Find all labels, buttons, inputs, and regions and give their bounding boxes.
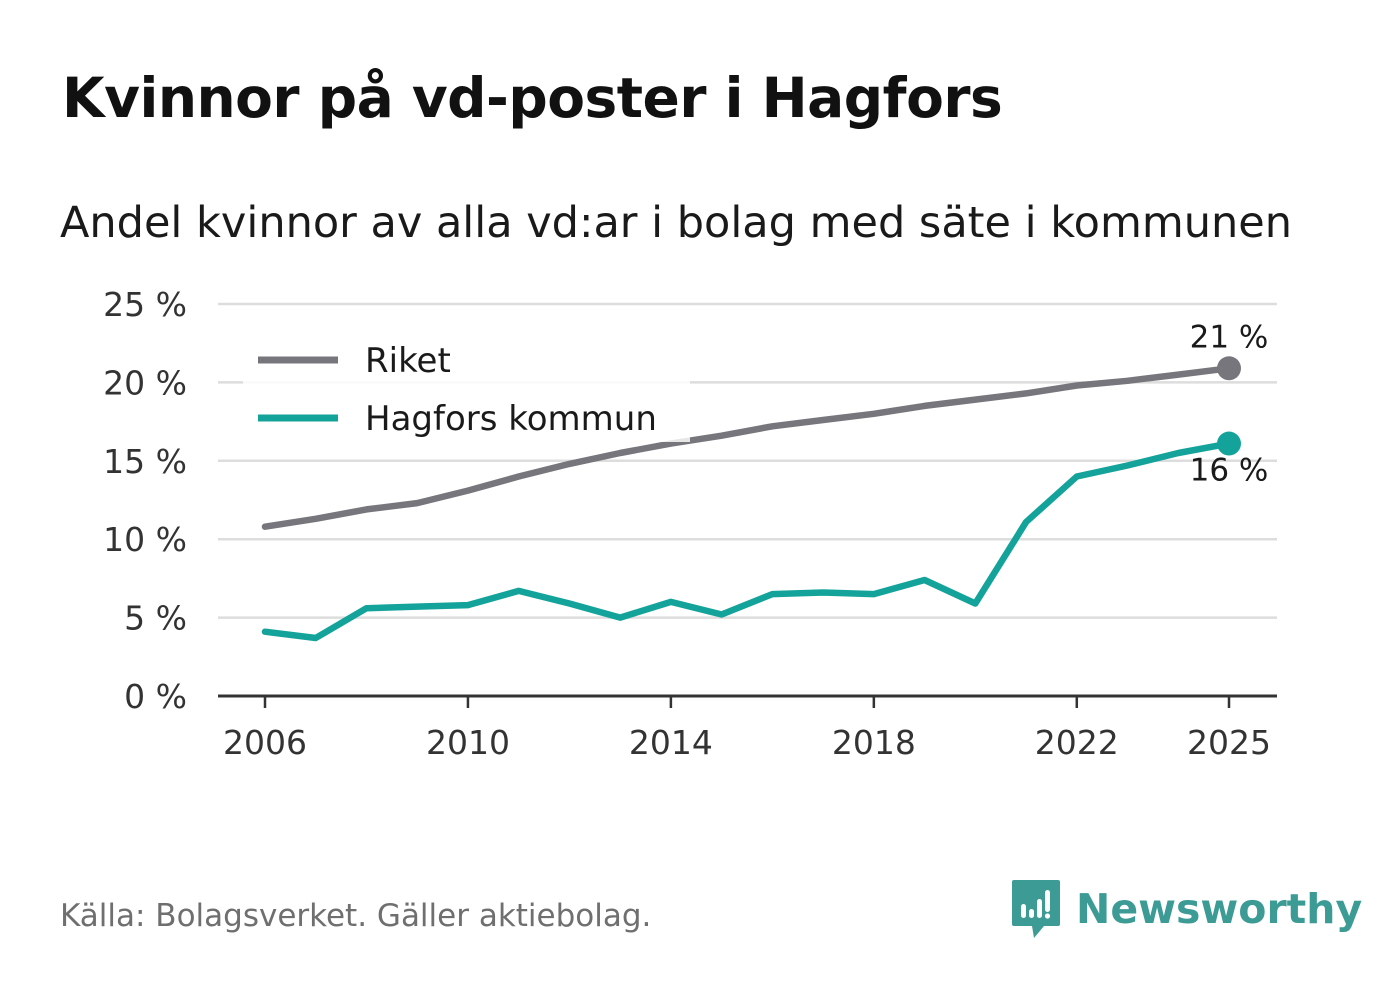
end-point-kommun bbox=[1217, 431, 1241, 456]
end-point-riket bbox=[1217, 356, 1241, 381]
x-tick-label: 2018 bbox=[832, 723, 916, 762]
series-line-kommun bbox=[261, 440, 1233, 642]
y-tick-label: 10 % bbox=[103, 520, 187, 559]
legend-background bbox=[243, 330, 690, 442]
newsworthy-logo-icon bbox=[1012, 880, 1060, 938]
series-line-riket bbox=[261, 365, 1233, 530]
x-tick-label: 2006 bbox=[223, 723, 307, 762]
chart-title: Kvinnor på vd-poster i Hagfors bbox=[62, 66, 1003, 130]
y-tick-label: 20 % bbox=[103, 363, 187, 402]
y-tick-label: 0 % bbox=[124, 677, 187, 716]
end-value-label-kommun: 16 % bbox=[1190, 453, 1269, 489]
y-tick-label: 25 % bbox=[103, 285, 187, 324]
x-tick-label: 2025 bbox=[1187, 723, 1271, 762]
brand-name: Newsworthy bbox=[1076, 885, 1363, 933]
chart-subtitle: Andel kvinnor av alla vd:ar i bolag med … bbox=[60, 198, 1292, 248]
legend-label-riket: Riket bbox=[365, 341, 451, 381]
legend-label-kommun: Hagfors kommun bbox=[365, 399, 657, 439]
x-tick-label: 2022 bbox=[1035, 723, 1119, 762]
x-tick-label: 2014 bbox=[629, 723, 713, 762]
y-tick-label: 15 % bbox=[103, 442, 187, 481]
source-note: Källa: Bolagsverket. Gäller aktiebolag. bbox=[60, 898, 652, 934]
x-tick-label: 2010 bbox=[426, 723, 510, 762]
end-value-label-riket: 21 % bbox=[1190, 319, 1269, 355]
y-tick-label: 5 % bbox=[124, 599, 187, 638]
brand-logo: Newsworthy bbox=[1010, 878, 1362, 940]
